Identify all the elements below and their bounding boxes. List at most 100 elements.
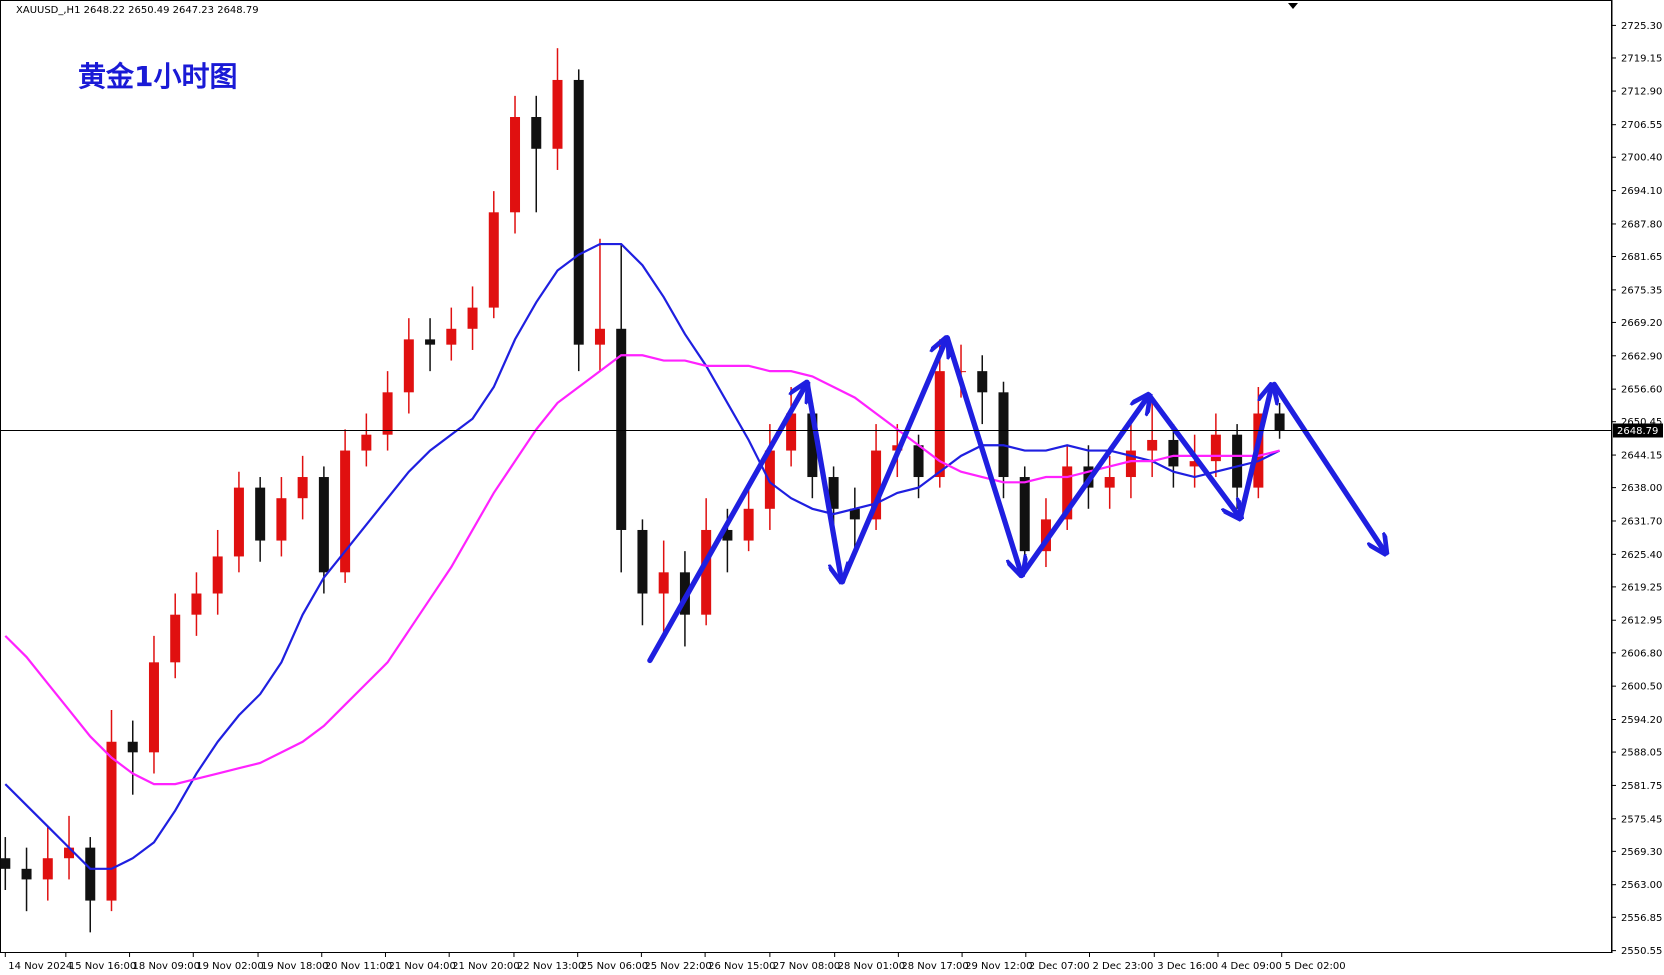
candle-body [786,413,797,451]
chart-title: 黄金1小时图 [78,60,237,93]
arrow [944,335,1020,572]
candle-body [849,508,860,520]
y-tick-label: 2706.55 [1621,120,1662,131]
candle-body [573,79,584,345]
candle-body [807,413,818,478]
y-tick-label: 2681.65 [1621,252,1662,263]
candle-body [977,371,988,393]
x-tick-label: 25 Nov 06:00 [581,961,648,972]
y-tick-label: 2662.90 [1621,351,1662,362]
candle-body [1168,439,1179,467]
candle-body [403,339,414,393]
y-tick-label: 2675.35 [1621,285,1662,296]
y-tick-label: 2575.45 [1621,814,1662,825]
marks [0,48,1285,933]
y-tick-label: 2600.50 [1621,682,1662,693]
x-tick-label: 26 Nov 15:00 [708,961,775,972]
chart-header: XAUUSD_,H1 2648.22 2650.49 2647.23 2648.… [16,5,259,16]
candle-body [191,593,202,615]
y-tick-label: 2588.05 [1621,748,1662,759]
y-tick-label: 2725.30 [1621,21,1662,32]
candle-body [552,79,563,149]
y-tick-label: 2631.70 [1621,516,1662,527]
x-tick-label: 18 Nov 09:00 [133,961,200,972]
candle-body [616,328,627,530]
y-tick-label: 2687.80 [1621,219,1662,230]
x-tick-label: 28 Nov 01:00 [838,961,905,972]
y-tick-label: 2719.15 [1621,53,1662,64]
y-tick-label: 2581.75 [1621,781,1662,792]
arrow [1018,398,1147,579]
arrow [1237,389,1271,521]
candle-body [701,529,712,615]
shift-marker [1288,3,1298,9]
candle-body [85,847,96,901]
candle-body [170,614,181,663]
y-tick-label: 2694.10 [1621,186,1662,197]
y-tick-label: 2606.80 [1621,648,1662,659]
y-tick-label: 2594.20 [1621,715,1662,726]
y-tick-label: 2712.90 [1621,87,1662,98]
x-tick-label: 14 Nov 2024 [8,961,72,972]
candle-body [1019,477,1030,552]
candle-body [21,868,32,880]
candle-body [212,556,223,594]
y-tick-label: 2563.00 [1621,880,1662,891]
y-tick-label: 2656.60 [1621,385,1662,396]
candle-body [956,371,967,373]
candle-body [106,741,117,901]
candle-body [1062,466,1073,520]
x-tick-label: 19 Nov 02:00 [196,961,263,972]
x-tick-label: 21 Nov 20:00 [452,961,519,972]
last-price-box [1613,423,1663,438]
candle-body [233,487,244,557]
candle-body [276,498,287,541]
candle-body [64,847,75,859]
last-price-label: 2648.79 [1617,426,1658,437]
candle-body [934,371,945,478]
candle-body [1147,439,1158,451]
candle-body [318,477,329,573]
candle-body [913,445,924,478]
candle-body [998,392,1009,478]
candle-body [1274,413,1285,431]
arrow [1146,392,1238,515]
arrow [839,342,945,585]
candle-body [382,392,393,435]
y-tick-label: 2550.55 [1621,946,1662,957]
moving-average [4,354,1280,786]
candle-body [42,858,53,880]
candle-body [1104,477,1115,488]
candle-body [255,487,266,541]
y-tick-label: 2569.30 [1621,847,1662,858]
candle-body [658,572,669,594]
plot-frame [0,0,1612,953]
candle-body [828,477,839,509]
x-tick-label: 21 Nov 04:00 [388,961,455,972]
candle-body [764,450,775,509]
x-tick-label: 19 Nov 18:00 [261,961,328,972]
candle-body [425,339,436,345]
y-tick-label: 2644.15 [1621,451,1662,462]
y-tick-label: 2638.00 [1621,483,1662,494]
candle-body [127,741,138,753]
candle-body [743,508,754,541]
x-tick-label: 22 Nov 13:00 [517,961,584,972]
x-tick-label: 28 Nov 17:00 [901,961,968,972]
x-tick-label: 4 Dec 09:00 [1221,961,1282,972]
y-tick-label: 2619.25 [1621,582,1662,593]
y-tick-label: 2650.45 [1621,417,1662,428]
candle-body [594,328,605,345]
candle-body [871,450,882,520]
x-tick-label: 20 Nov 11:00 [325,961,392,972]
x-tick-label: 3 Dec 16:00 [1157,961,1218,972]
moving-average [4,242,1281,870]
x-tick-label: 2 Dec 23:00 [1093,961,1154,972]
y-tick-label: 2625.40 [1621,550,1662,561]
y-tick-label: 2669.20 [1621,318,1662,329]
candle-body [531,117,542,149]
x-tick-label: 5 Dec 02:00 [1285,961,1346,972]
candle-body [0,858,11,869]
candle-body [148,662,159,753]
candle-body [637,529,648,594]
